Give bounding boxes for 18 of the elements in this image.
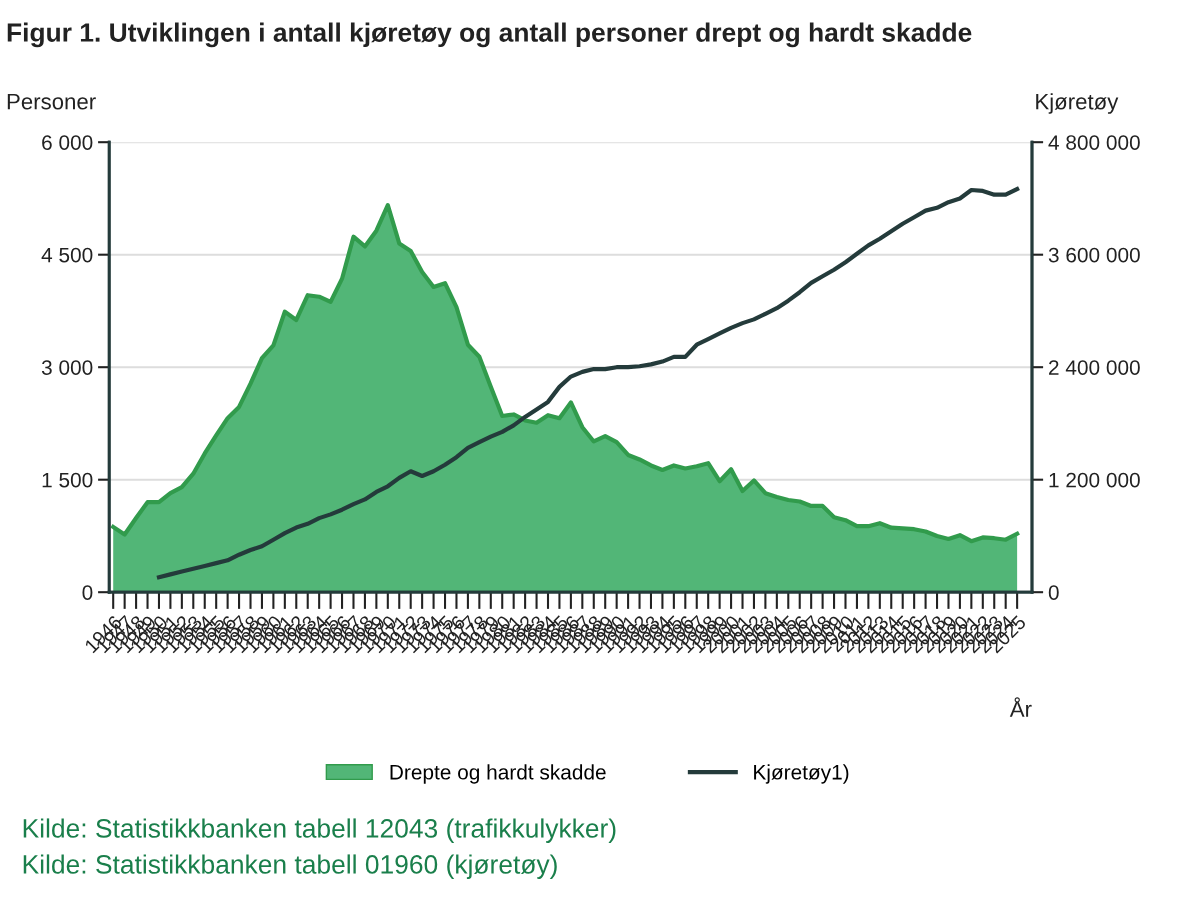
y2-axis-title: Kjøretøy: [1036, 93, 1119, 114]
y-tick-label: 6 000: [42, 135, 93, 150]
x-axis-title: År: [1009, 697, 1032, 717]
y-tick-label: 1 500: [42, 472, 93, 488]
chart-title: Figur 1. Utviklingen i antall kjøretøy og antall personer drept og hardt skadde: [7, 22, 972, 48]
text: Kilde: Statistikkbanken tabell 01960 (kjøretøy): [23, 854, 557, 879]
text: Kilde: Statistikkbanken tabell 12043 (trafikkulykker): [23, 818, 616, 843]
y-axis-title: Personer: [7, 93, 96, 110]
y2-tick-label: 0: [1048, 585, 1059, 600]
y2-tick-label: 3 600 000: [1048, 247, 1140, 263]
y2-tick-label: 1 200 000: [1049, 472, 1140, 488]
y2-tick-label: 4 800 000: [1048, 135, 1140, 150]
legend-label: Kjøretøy1): [754, 764, 849, 784]
y-tick-label: 3 000: [41, 360, 93, 375]
y-tick-label: 0: [82, 585, 93, 600]
y2-tick-label: 2 400 000: [1049, 360, 1140, 375]
y-tick-label: 4 500: [41, 247, 93, 263]
legend-label: Drepte og hardt skadde: [390, 764, 606, 784]
